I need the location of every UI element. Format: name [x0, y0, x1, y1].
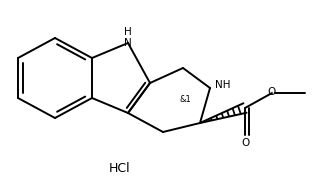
Text: O: O	[268, 87, 276, 97]
Text: NH: NH	[215, 80, 231, 90]
Text: &1: &1	[179, 95, 191, 105]
Text: H: H	[124, 27, 132, 37]
Text: HCl: HCl	[109, 162, 131, 174]
Text: N: N	[124, 38, 132, 48]
Text: O: O	[241, 138, 249, 148]
